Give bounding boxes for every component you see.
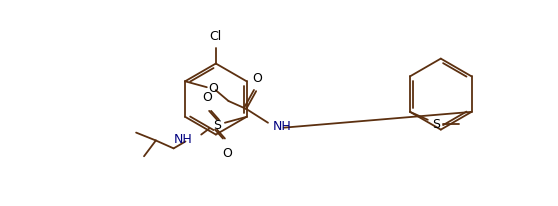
Text: S: S bbox=[432, 118, 440, 131]
Text: Cl: Cl bbox=[210, 30, 222, 43]
Text: O: O bbox=[222, 147, 232, 160]
Text: O: O bbox=[252, 72, 262, 85]
Text: NH: NH bbox=[273, 120, 292, 132]
Text: O: O bbox=[202, 91, 212, 103]
Text: NH: NH bbox=[174, 132, 193, 145]
Text: O: O bbox=[208, 81, 218, 94]
Text: S: S bbox=[213, 119, 221, 132]
